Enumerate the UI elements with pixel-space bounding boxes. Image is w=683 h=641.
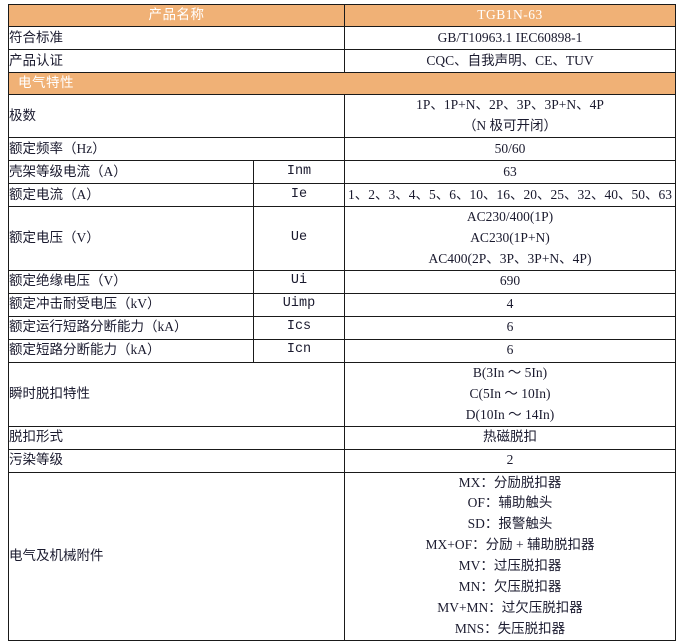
row-label-accessories: 电气及机械附件 bbox=[8, 471, 345, 641]
row-label-standard: 符合标准 bbox=[8, 26, 345, 50]
row-value-trip-type: 热磁脱扣 bbox=[344, 425, 676, 450]
row-label-poles: 极数 bbox=[8, 94, 345, 138]
row-label-frequency: 额定频率（Hz） bbox=[8, 137, 345, 161]
row-label-pollution-degree: 污染等级 bbox=[8, 448, 345, 473]
value-line: 4 bbox=[506, 296, 514, 312]
row-value-standard: GB/T10963.1 IEC60898-1 bbox=[344, 26, 676, 50]
row-value-pollution-degree: 2 bbox=[344, 448, 676, 473]
value-line: GB/T10963.1 IEC60898-1 bbox=[437, 29, 583, 45]
row-symbol-service-breaking-capacity: Ics bbox=[253, 315, 345, 340]
value-line: D(10In ～ 14In) bbox=[465, 406, 555, 422]
value-line: MNS：失压脱扣器 bbox=[454, 620, 566, 636]
table-row-trip-curve: 瞬时脱扣特性 B(3In ～ 5In) C(5In ～ 10In) D(10In… bbox=[8, 361, 676, 427]
row-label-trip-type: 脱扣形式 bbox=[8, 425, 345, 450]
row-value-frequency: 50/60 bbox=[344, 137, 676, 161]
table-row-frame-current: 壳架等级电流（A） Inm 63 bbox=[8, 160, 676, 184]
value-line: AC400(2P、3P、3P+N、4P) bbox=[428, 250, 592, 266]
table-row-rated-voltage: 额定电压（V） Ue AC230/400(1P) AC230(1P+N) AC4… bbox=[8, 206, 676, 271]
table-row-insulation-voltage: 额定绝缘电压（V） Ui 690 bbox=[8, 269, 676, 294]
value-line: 2 bbox=[506, 452, 514, 468]
row-value-impulse-voltage: 4 bbox=[344, 292, 676, 317]
value-line: 690 bbox=[499, 273, 521, 289]
row-symbol-impulse-voltage: Uimp bbox=[253, 292, 345, 317]
value-line: 1、2、3、4、5、6、10、16、20、25、32、40、50、63 bbox=[348, 186, 672, 202]
table-row-pollution-degree: 污染等级 2 bbox=[8, 448, 676, 473]
row-value-accessories: MX：分励脱扣器 OF：辅助触头 SD：报警触头 MX+OF：分励 + 辅助脱扣… bbox=[344, 471, 676, 641]
product-specification-table: 产品名称 TGB1N-63 符合标准 GB/T10963.1 IEC60898-… bbox=[8, 4, 676, 641]
row-value-insulation-voltage: 690 bbox=[344, 269, 676, 294]
value-line: 6 bbox=[506, 342, 514, 358]
row-label-impulse-voltage: 额定冲击耐受电压（kV） bbox=[8, 292, 254, 317]
row-label-insulation-voltage: 额定绝缘电压（V） bbox=[8, 269, 254, 294]
row-value-rated-current: 1、2、3、4、5、6、10、16、20、25、32、40、50、63 bbox=[344, 183, 676, 207]
table-row-poles: 极数 1P、1P+N、2P、3P、3P+N、4P （N 极可开闭） bbox=[8, 94, 676, 138]
row-symbol-rated-voltage: Ue bbox=[253, 206, 345, 271]
row-symbol-breaking-capacity: Icn bbox=[253, 338, 345, 363]
table-header-row: 产品名称 TGB1N-63 bbox=[8, 4, 676, 27]
row-value-trip-curve: B(3In ～ 5In) C(5In ～ 10In) D(10In ～ 14In… bbox=[344, 361, 676, 427]
value-line: MN：欠压脱扣器 bbox=[458, 579, 562, 595]
value-line: AC230(1P+N) bbox=[470, 229, 550, 245]
table-row-impulse-voltage: 额定冲击耐受电压（kV） Uimp 4 bbox=[8, 292, 676, 317]
value-line: MX+OF：分励 + 辅助脱扣器 bbox=[425, 537, 595, 553]
row-label-trip-curve: 瞬时脱扣特性 bbox=[8, 361, 345, 427]
row-label-breaking-capacity: 额定短路分断能力（kA） bbox=[8, 338, 254, 363]
row-symbol-rated-current: Ie bbox=[253, 183, 345, 207]
row-value-service-breaking-capacity: 6 bbox=[344, 315, 676, 340]
row-symbol-insulation-voltage: Ui bbox=[253, 269, 345, 294]
value-line: MV：过压脱扣器 bbox=[458, 558, 562, 574]
row-label-service-breaking-capacity: 额定运行短路分断能力（kA） bbox=[8, 315, 254, 340]
table-row-accessories: 电气及机械附件 MX：分励脱扣器 OF：辅助触头 SD：报警触头 MX+OF：分… bbox=[8, 471, 676, 641]
table-row-certification: 产品认证 CQC、自我声明、CE、TUV bbox=[8, 49, 676, 73]
value-line: 1P、1P+N、2P、3P、3P+N、4P bbox=[416, 97, 604, 113]
value-line: （N 极可开闭） bbox=[462, 118, 558, 133]
row-value-breaking-capacity: 6 bbox=[344, 338, 676, 363]
header-cell-product-model: TGB1N-63 bbox=[344, 4, 676, 27]
section-header-electrical: 电气特性 bbox=[8, 72, 676, 95]
value-line: B(3In ～ 5In) bbox=[472, 364, 548, 380]
header-cell-product-name: 产品名称 bbox=[8, 4, 345, 27]
value-line: 6 bbox=[506, 319, 514, 335]
table-row-standard: 符合标准 GB/T10963.1 IEC60898-1 bbox=[8, 26, 676, 50]
row-value-frame-current: 63 bbox=[344, 160, 676, 184]
value-line: SD：报警触头 bbox=[467, 516, 553, 532]
row-symbol-frame-current: Inm bbox=[253, 160, 345, 184]
value-line: 50/60 bbox=[494, 140, 526, 156]
table-row-service-breaking-capacity: 额定运行短路分断能力（kA） Ics 6 bbox=[8, 315, 676, 340]
section-header-label: 电气特性 bbox=[8, 72, 676, 95]
table-row-trip-type: 脱扣形式 热磁脱扣 bbox=[8, 425, 676, 450]
value-line: CQC、自我声明、CE、TUV bbox=[426, 52, 594, 68]
row-value-poles: 1P、1P+N、2P、3P、3P+N、4P （N 极可开闭） bbox=[344, 94, 676, 138]
row-label-certification: 产品认证 bbox=[8, 49, 345, 73]
value-line: 热磁脱扣 bbox=[483, 429, 537, 445]
value-line: AC230/400(1P) bbox=[466, 209, 554, 224]
row-value-rated-voltage: AC230/400(1P) AC230(1P+N) AC400(2P、3P、3P… bbox=[344, 206, 676, 271]
row-label-rated-voltage: 额定电压（V） bbox=[8, 206, 254, 271]
value-line: C(5In ～ 10In) bbox=[469, 385, 551, 401]
value-line: OF：辅助触头 bbox=[467, 495, 553, 511]
table-row-breaking-capacity: 额定短路分断能力（kA） Icn 6 bbox=[8, 338, 676, 363]
row-value-certification: CQC、自我声明、CE、TUV bbox=[344, 49, 676, 73]
table-row-rated-current: 额定电流（A） Ie 1、2、3、4、5、6、10、16、20、25、32、40… bbox=[8, 183, 676, 207]
value-line: MV+MN：过欠压脱扣器 bbox=[437, 600, 583, 616]
value-line: 63 bbox=[503, 163, 517, 179]
spec-table-body: 产品名称 TGB1N-63 符合标准 GB/T10963.1 IEC60898-… bbox=[8, 4, 676, 641]
value-line: MX：分励脱扣器 bbox=[458, 474, 562, 490]
row-label-frame-current: 壳架等级电流（A） bbox=[8, 160, 254, 184]
table-row-frequency: 额定频率（Hz） 50/60 bbox=[8, 137, 676, 161]
row-label-rated-current: 额定电流（A） bbox=[8, 183, 254, 207]
